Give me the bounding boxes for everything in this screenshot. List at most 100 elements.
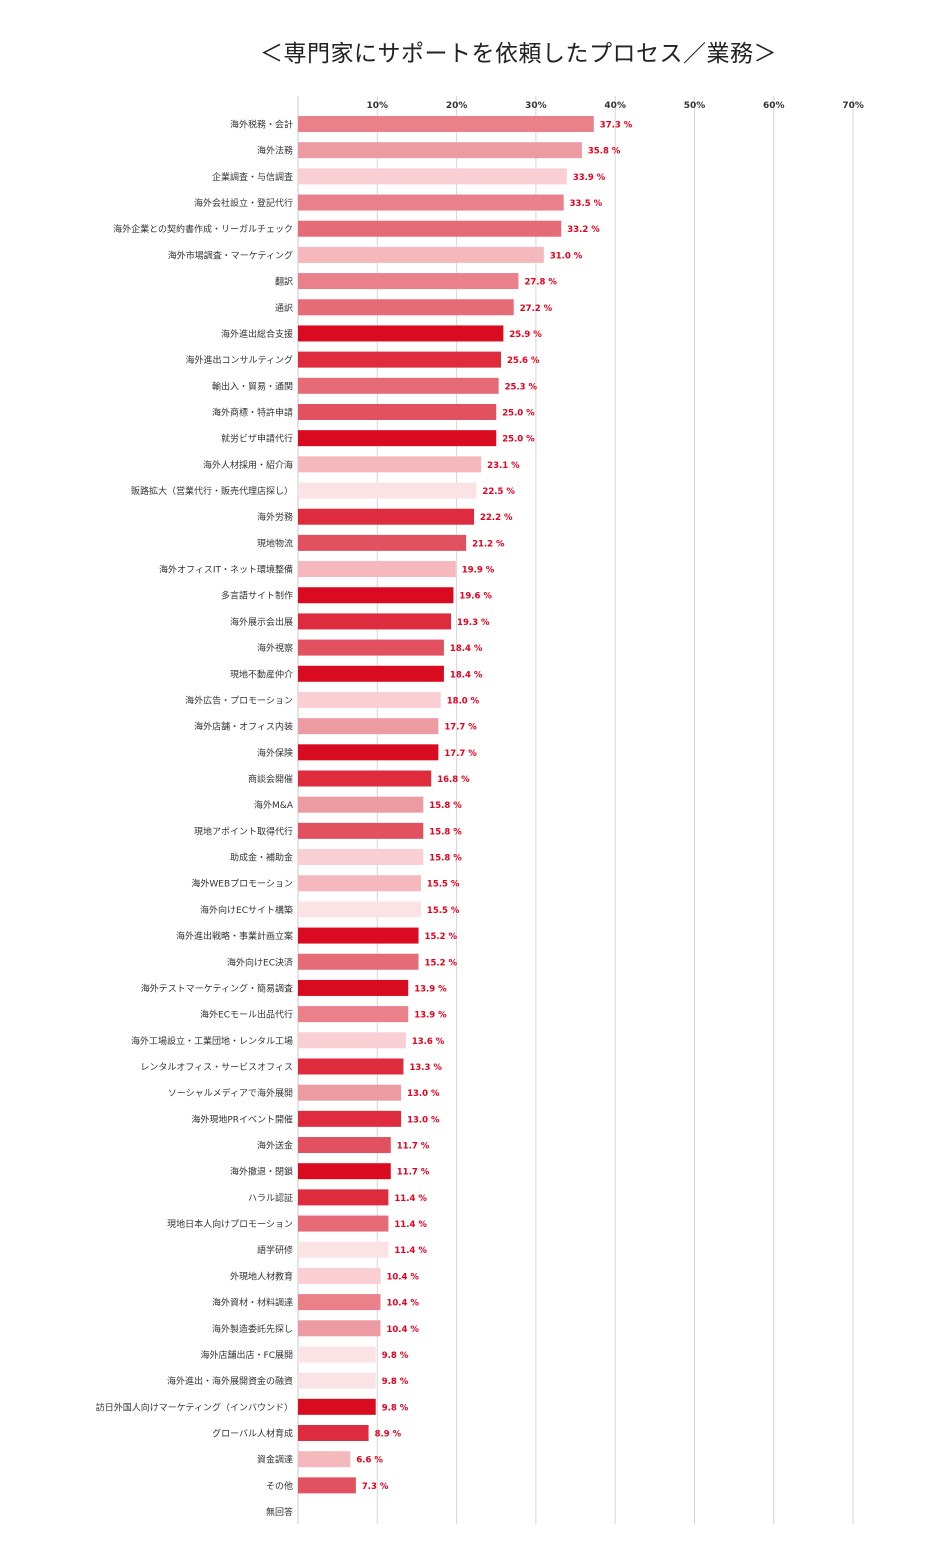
bar [298, 587, 454, 604]
x-tick-label: 40% [604, 101, 626, 111]
category-label: 海外人材採用・紹介海 [203, 459, 293, 471]
category-label: 翻訳 [275, 276, 293, 288]
data-label: 31.0 % [550, 251, 583, 261]
bar [298, 1084, 402, 1101]
bar [298, 639, 444, 656]
bar [298, 508, 475, 525]
bar [298, 1110, 402, 1127]
bar [298, 1032, 406, 1049]
x-tick-label: 30% [525, 101, 547, 111]
category-label: その他 [266, 1480, 293, 1492]
category-label: 海外市場調査・マーケティング [168, 249, 293, 261]
category-label: 企業調査・与信調査 [212, 171, 293, 183]
category-label: 助成金・補助金 [230, 852, 293, 864]
data-label: 13.9 % [414, 1011, 447, 1021]
category-label: 海外工場設立・工業団地・レンタル工場 [131, 1035, 293, 1047]
category-label: グローバル人材育成 [212, 1428, 293, 1440]
value-labels: 37.3 % 35.8 % 33.9 % 33.5 % 33.2 % 31.0 % 27.8… [356, 121, 632, 1492]
category-label: 海外送金 [257, 1140, 293, 1152]
data-label: 11.7 % [397, 1142, 430, 1152]
data-label: 22.2 % [480, 513, 513, 523]
bar [298, 718, 439, 735]
data-label: 10.4 % [386, 1299, 419, 1309]
data-label: 25.6 % [507, 356, 540, 366]
category-label: 海外進出・海外展開資金の融資 [167, 1375, 293, 1387]
bar [298, 927, 419, 944]
bar [298, 1320, 381, 1337]
bar [298, 953, 419, 970]
bar [298, 822, 424, 839]
data-label: 18.0 % [447, 696, 480, 706]
data-label: 23.1 % [487, 461, 520, 471]
category-label: 海外向けEC決済 [227, 956, 293, 968]
data-label: 27.2 % [520, 304, 553, 314]
bar [298, 979, 409, 996]
data-label: 17.7 % [444, 749, 477, 759]
data-label: 15.5 % [427, 880, 460, 890]
chart-title: ＜専門家にサポートを依頼したプロセス／業務＞ [260, 41, 777, 67]
x-axis-ticks: 10% 20% 30% 40% 50% 60% 70% [367, 101, 864, 111]
category-label: 海外M&A [254, 799, 294, 811]
bar [298, 1372, 376, 1389]
data-label: 9.8 % [382, 1377, 409, 1387]
bar [298, 482, 477, 499]
data-label: 25.0 % [502, 408, 535, 418]
category-label: 海外現地PRイベント開催 [191, 1113, 293, 1125]
category-label: 現地物流 [257, 537, 293, 549]
category-label: 海外進出戦略・事業計画立案 [176, 930, 293, 942]
category-label: 海外資材・材料調達 [212, 1297, 293, 1309]
category-label: 現地アポイント取得代行 [194, 825, 293, 837]
category-label: 語学研修 [257, 1244, 293, 1256]
category-label: 海外製造委託先探し [212, 1323, 293, 1335]
data-label: 17.7 % [444, 723, 477, 733]
bar [298, 1215, 389, 1232]
bar [298, 194, 564, 211]
category-label: 海外ECモール出品代行 [200, 1009, 293, 1021]
category-label: 海外向けECサイト構築 [200, 904, 293, 916]
bar [298, 1137, 391, 1154]
data-label: 19.6 % [459, 592, 492, 602]
bar [298, 1398, 376, 1415]
data-label: 6.6 % [356, 1456, 383, 1466]
bar [298, 1189, 389, 1206]
data-label: 15.8 % [429, 801, 462, 811]
bar [298, 246, 544, 263]
data-label: 10.4 % [386, 1272, 419, 1282]
x-tick-label: 50% [684, 101, 706, 111]
category-label: 現地日本人向けプロモーション [167, 1218, 293, 1230]
bar [298, 534, 467, 551]
category-label: 海外視察 [257, 642, 293, 654]
x-tick-label: 70% [842, 101, 864, 111]
bar [298, 1477, 356, 1494]
bar [298, 796, 424, 813]
data-label: 22.5 % [482, 487, 515, 497]
category-label: 海外保険 [257, 747, 293, 759]
data-label: 27.8 % [524, 278, 557, 288]
data-label: 9.8 % [382, 1351, 409, 1361]
data-label: 15.2 % [425, 958, 458, 968]
bar [298, 875, 421, 892]
category-label: 無回答 [266, 1506, 293, 1518]
category-labels: 海外税務・会計海外法務企業調査・与信調査海外会社設立・登記代行海外企業との契約書… [96, 119, 294, 1519]
category-label: 海外税務・会計 [230, 119, 293, 131]
category-label: 海外展示会出展 [230, 616, 293, 628]
data-label: 16.8 % [437, 775, 470, 785]
bar [298, 1425, 369, 1441]
data-label: 25.3 % [505, 382, 538, 392]
bar [298, 377, 499, 394]
data-label: 18.4 % [450, 670, 483, 680]
data-label: 33.9 % [573, 173, 606, 183]
bar [298, 1267, 381, 1284]
data-label: 37.3 % [600, 121, 633, 131]
bar [298, 116, 594, 132]
data-label: 13.0 % [407, 1115, 440, 1125]
x-tick-label: 60% [763, 101, 785, 111]
data-label: 15.8 % [429, 827, 462, 837]
bar [298, 299, 514, 316]
data-label: 25.9 % [509, 330, 542, 340]
category-label: 多言語サイト制作 [221, 590, 293, 602]
bar [298, 613, 452, 630]
data-label: 19.9 % [462, 566, 495, 576]
data-label: 8.9 % [375, 1430, 402, 1440]
data-label: 19.3 % [457, 618, 490, 628]
